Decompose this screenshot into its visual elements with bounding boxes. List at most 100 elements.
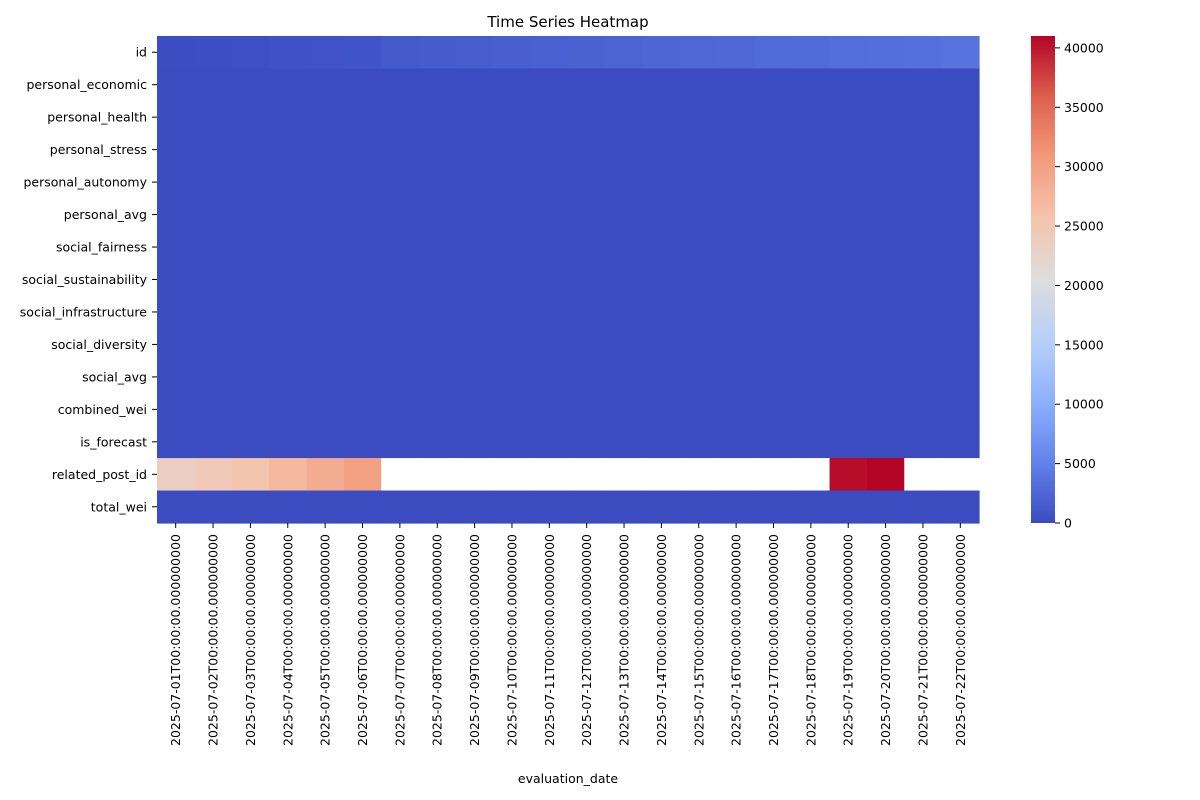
heatmap-cell: [343, 328, 382, 362]
colorbar: 0 5000 10000 15000 20000 25000 30000 35000 40000: [1031, 36, 1104, 531]
heatmap-cell: [493, 68, 532, 102]
heatmap-cell: [381, 458, 420, 492]
heatmap-cell: [717, 133, 756, 167]
heatmap-cell: [381, 100, 420, 134]
heatmap-cell: [568, 360, 606, 394]
heatmap-cell: [904, 490, 943, 524]
colorbar-tick-label: 20000: [1064, 278, 1104, 293]
heatmap-cell: [754, 263, 793, 297]
heatmap-cell: [754, 360, 793, 394]
heatmap-cell: [530, 425, 569, 459]
heatmap-cell: [717, 165, 756, 199]
heatmap-cell: [455, 68, 494, 102]
heatmap-cell: [343, 360, 382, 394]
heatmap-cell: [455, 36, 494, 70]
heatmap-cell: [530, 165, 569, 199]
heatmap-cell: [680, 230, 719, 264]
heatmap-cell: [866, 360, 905, 394]
heatmap-cell: [493, 165, 532, 199]
heatmap-cell: [605, 230, 644, 264]
x-tick-labels: 2025-07-01T00:00:00.000000000 2025-07-02T…: [168, 523, 968, 746]
heatmap-cell: [194, 490, 233, 524]
heatmap-cell: [306, 198, 345, 232]
heatmap-cell: [605, 165, 644, 199]
heatmap-cell: [231, 490, 270, 524]
heatmap-cell: [717, 458, 756, 492]
x-tick-label: 2025-07-13T00:00:00.000000000: [617, 534, 632, 746]
x-tick-label: 2025-07-16T00:00:00.000000000: [729, 534, 744, 746]
heatmap-cell: [754, 100, 793, 134]
heatmap-cell: [642, 133, 681, 167]
heatmap-cell: [642, 425, 681, 459]
heatmap-cell: [493, 230, 532, 264]
heatmap-cell: [418, 425, 457, 459]
heatmap-cell: [343, 295, 382, 329]
heatmap-cell: [381, 133, 420, 167]
heatmap-cell: [231, 165, 270, 199]
y-tick-label: social_fairness: [56, 240, 147, 255]
heatmap-cell: [717, 100, 756, 134]
heatmap-cell: [530, 68, 569, 102]
x-tick-label: 2025-07-08T00:00:00.000000000: [430, 534, 445, 746]
heatmap-cell: [194, 230, 233, 264]
heatmap-cell: [904, 328, 943, 362]
heatmap-cell: [306, 425, 345, 459]
heatmap-cell: [829, 458, 868, 492]
heatmap-cell: [829, 393, 868, 427]
heatmap-cell: [829, 165, 868, 199]
heatmap-cell: [530, 100, 569, 134]
heatmap-cell: [231, 360, 270, 394]
heatmap-cell: [418, 198, 457, 232]
heatmap-cell: [829, 100, 868, 134]
heatmap-cell: [530, 295, 569, 329]
heatmap-cell: [455, 133, 494, 167]
heatmap-cell: [306, 393, 345, 427]
heatmap-cell: [194, 328, 233, 362]
heatmap-cell: [455, 328, 494, 362]
heatmap-cell: [418, 360, 457, 394]
heatmap-cell: [306, 458, 345, 492]
heatmap-cell: [568, 230, 606, 264]
heatmap-cell: [754, 393, 793, 427]
heatmap-cell: [754, 68, 793, 102]
heatmap-cell: [717, 36, 756, 70]
colorbar-tick-label: 30000: [1064, 159, 1104, 174]
heatmap-cell: [717, 263, 756, 297]
heatmap-cell: [642, 230, 681, 264]
heatmap-cell: [642, 68, 681, 102]
x-tick-label: 2025-07-05T00:00:00.000000000: [318, 534, 333, 746]
heatmap-cell: [754, 490, 793, 524]
heatmap-cell: [568, 263, 606, 297]
heatmap-cell: [455, 100, 494, 134]
heatmap-cell: [231, 230, 270, 264]
heatmap-cell: [269, 133, 308, 167]
y-tick-label: social_sustainability: [22, 272, 148, 287]
heatmap-cell: [829, 36, 868, 70]
heatmap-cell: [829, 328, 868, 362]
heatmap-cell: [269, 393, 308, 427]
heatmap-cell: [904, 68, 943, 102]
heatmap-cell: [418, 36, 457, 70]
heatmap-cell: [941, 165, 980, 199]
heatmap-cell: [157, 393, 195, 427]
heatmap-cell: [306, 36, 345, 70]
y-tick-label: is_forecast: [80, 434, 147, 449]
heatmap-cell: [269, 198, 308, 232]
heatmap-cell: [493, 360, 532, 394]
heatmap-cell: [381, 295, 420, 329]
heatmap-cell: [941, 393, 980, 427]
heatmap-cell: [194, 360, 233, 394]
heatmap-cell: [605, 490, 644, 524]
heatmap-cell: [418, 458, 457, 492]
heatmap-cell: [792, 328, 831, 362]
heatmap-cell: [269, 458, 308, 492]
heatmap-cell: [568, 165, 606, 199]
heatmap-cell: [717, 425, 756, 459]
heatmap-cell: [231, 425, 270, 459]
heatmap-cell: [866, 68, 905, 102]
x-tick-label: 2025-07-20T00:00:00.000000000: [878, 534, 893, 746]
heatmap-cell: [343, 393, 382, 427]
heatmap-cell: [157, 36, 195, 70]
heatmap-cell: [792, 165, 831, 199]
heatmap-cell: [680, 425, 719, 459]
